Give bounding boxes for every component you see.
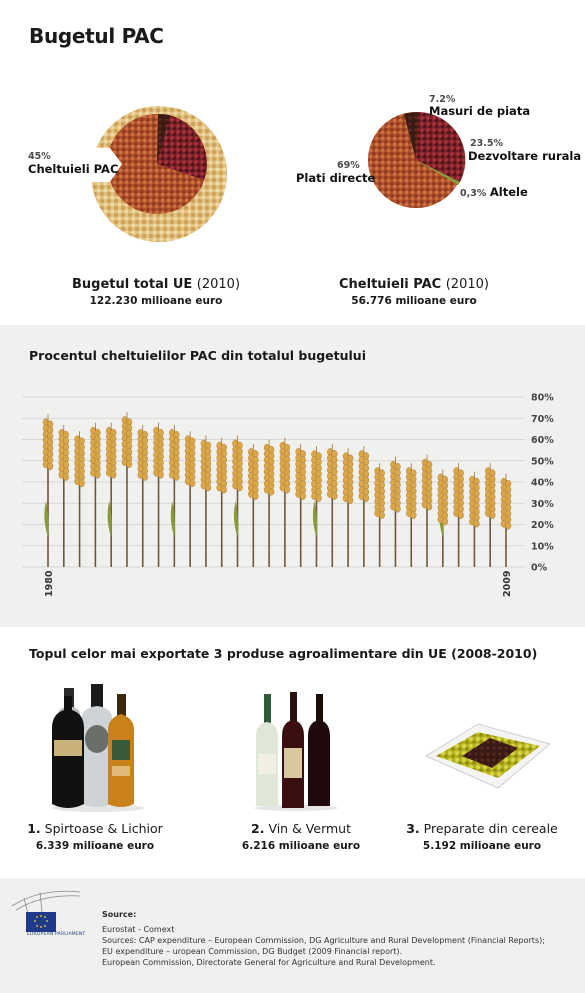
- y-tick-label: 60%: [531, 435, 554, 446]
- pie-slice-masuri-piata: [404, 111, 418, 160]
- wheat-bar: [42, 414, 54, 567]
- pie-right-caption: Cheltuieli PAC (2010): [294, 277, 534, 292]
- pie-right-pct-2: 69%: [337, 160, 360, 171]
- wine-image: [254, 692, 338, 811]
- y-tick-label: 50%: [531, 456, 554, 467]
- wheat-bar: [311, 446, 322, 567]
- source-line-1: Sources: CAP expenditure – European Comm…: [102, 936, 545, 945]
- pie-slice-dezvoltare-rurala: [416, 112, 466, 182]
- pie-pointer-arrow: [86, 148, 122, 182]
- pie-right-pct-0: 7.2%: [429, 94, 456, 105]
- wheat-bar: [342, 448, 354, 567]
- product-1-value: 6.339 milioane euro: [35, 840, 155, 852]
- wheat-bar: [137, 424, 148, 567]
- wheat-bar: [374, 463, 385, 567]
- pie-right-label-0: Masuri de piata: [429, 104, 531, 118]
- source-heading: Source:: [102, 910, 137, 919]
- y-tick-label: 40%: [531, 478, 554, 489]
- european-parliament-logo: [11, 890, 81, 932]
- wheat-bar: [453, 463, 464, 567]
- x-label-last: 2009: [502, 571, 513, 597]
- product-2-name: 2. Vin & Vermut: [211, 821, 391, 836]
- pie-right-altele: 0,3% Altele: [460, 185, 528, 199]
- pie-inner-slice: [157, 115, 207, 180]
- pie-cap-expenditure: [368, 111, 466, 208]
- y-tick-label: 80%: [531, 393, 554, 404]
- wheat-bar: [437, 469, 449, 567]
- wheat-bar: [216, 437, 227, 567]
- product-1-label: Spirtoase & Lichior: [44, 821, 163, 836]
- wheat-bar: [248, 444, 259, 567]
- products-title: Topul celor mai exportate 3 produse agro…: [29, 646, 538, 661]
- product-1-name: 1. Spirtoase & Lichior: [5, 821, 185, 836]
- product-3-label: Preparate din cereale: [423, 821, 558, 836]
- page-title: Bugetul PAC: [29, 24, 164, 48]
- pie-right-label-1: Dezvoltare rurala: [468, 149, 582, 163]
- pie-total-budget: [86, 106, 227, 242]
- cereal-image: [424, 723, 552, 789]
- product-3-value: 5.192 milioane euro: [422, 840, 542, 852]
- pie-right-caption-main: Cheltuieli PAC: [339, 277, 442, 292]
- wheat-bar: [421, 454, 433, 567]
- wheat-bar: [74, 431, 85, 567]
- wheat-bar: [90, 422, 101, 567]
- wheat-bar: [295, 444, 306, 567]
- wheat-bar: [232, 435, 243, 567]
- wheat-bar: [121, 412, 133, 567]
- y-tick-label: 10%: [531, 541, 554, 552]
- wheat-bar: [485, 463, 496, 567]
- wheat-bar: [184, 431, 196, 567]
- wheat-bar: [263, 439, 275, 567]
- chart-title: Procentul cheltuielilor PAC din totalul …: [29, 348, 366, 363]
- pie-slice-altele: [416, 160, 460, 185]
- wheat-bar: [469, 471, 480, 567]
- source-line-3: European Commission, Directorate General…: [102, 958, 436, 967]
- pie-right-label-2: Plati directe: [296, 171, 376, 185]
- wheat-bar: [169, 424, 180, 567]
- wheat-bar: [500, 473, 512, 567]
- pie-right-pct-3: 0,3%: [460, 188, 487, 199]
- wheat-bar: [153, 422, 164, 567]
- footer: [0, 878, 585, 993]
- y-tick-label: 20%: [531, 520, 554, 531]
- pie-left-label: Cheltuieli PAC: [28, 162, 119, 176]
- source-line-0: Eurostat - Comext: [102, 925, 175, 934]
- product-1-rank: 1.: [27, 821, 41, 836]
- wheat-bar-chart: 80% 70% 60% 50% 40% 30% 20% 10% 0% 1980 2009: [22, 393, 554, 597]
- pie-right-caption-year: (2010): [445, 277, 489, 292]
- x-label-first: 1980: [44, 570, 55, 597]
- wheat-bar: [58, 424, 69, 567]
- wheat-bar: [279, 437, 291, 567]
- spirits-image: [52, 684, 144, 812]
- y-tick-label: 0%: [531, 563, 548, 574]
- pie-right-value: 56.776 milioane euro: [351, 295, 477, 307]
- wheat-bar: [390, 456, 401, 567]
- pie-right-label-3: Altele: [489, 185, 528, 199]
- pie-left-value: 122.230 milioane euro: [89, 295, 223, 307]
- product-2-value: 6.216 milioane euro: [241, 840, 361, 852]
- product-2-label: Vin & Vermut: [268, 821, 351, 836]
- y-tick-label: 70%: [531, 414, 554, 425]
- wheat-bar: [105, 422, 117, 567]
- product-3-name: 3. Preparate din cereale: [392, 821, 572, 836]
- pie-left-pct: 45%: [28, 151, 51, 162]
- pie-left-caption: Bugetul total UE (2010): [36, 277, 276, 292]
- wheat-bar: [406, 463, 417, 567]
- pie-left-caption-year: (2010): [196, 277, 241, 292]
- product-2-rank: 2.: [251, 821, 265, 836]
- pie-left-caption-main: Bugetul total UE: [71, 277, 193, 292]
- wheat-bar: [200, 435, 212, 567]
- logo-text: EUROPEAN PARLIAMENT: [27, 932, 86, 937]
- source-line-2: EU expenditure – uropean Commission, DG …: [102, 947, 403, 956]
- pie-right-pct-1: 23.5%: [470, 138, 503, 149]
- product-3-rank: 3.: [406, 821, 420, 836]
- wheat-bar: [327, 444, 338, 567]
- pie-inner-slice-dark: [157, 113, 170, 164]
- wheat-bar: [358, 446, 370, 567]
- y-tick-label: 30%: [531, 499, 554, 510]
